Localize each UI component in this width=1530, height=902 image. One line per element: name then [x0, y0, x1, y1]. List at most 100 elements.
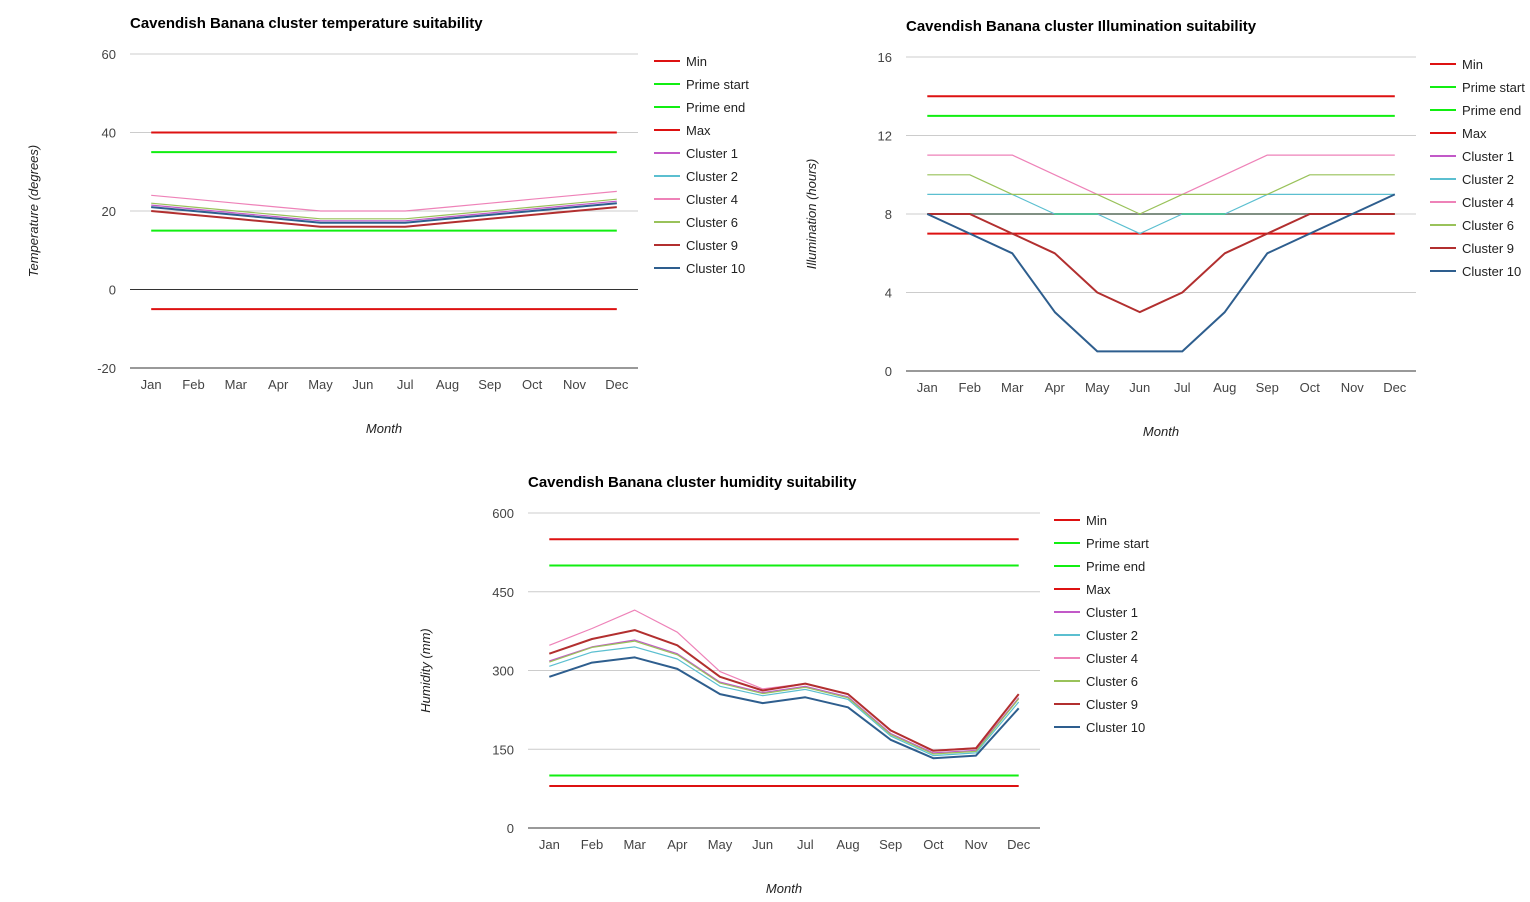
legend-label-cluster-2: Cluster 2 — [1086, 628, 1138, 643]
x-tick-label: Aug — [1213, 380, 1236, 395]
y-tick-label: 300 — [492, 664, 514, 679]
x-tick-label: Dec — [1007, 837, 1031, 852]
x-tick-label: Oct — [522, 377, 543, 392]
legend-label-cluster-9: Cluster 9 — [686, 238, 738, 253]
x-tick-label: Jan — [539, 837, 560, 852]
chart-svg: Cavendish Banana cluster Illumination su… — [804, 18, 1525, 439]
x-tick-label: Mar — [225, 377, 248, 392]
x-tick-label: Aug — [436, 377, 459, 392]
x-tick-label: Mar — [623, 837, 646, 852]
chart-svg: Cavendish Banana cluster humidity suitab… — [418, 474, 1149, 896]
series-line-cluster-2 — [927, 193, 1395, 235]
legend-label-cluster-2: Cluster 2 — [1462, 172, 1514, 187]
legend-label-max: Max — [1086, 582, 1111, 597]
legend-label-min: Min — [1086, 513, 1107, 528]
legend-label-prime-end: Prime end — [686, 100, 745, 115]
x-tick-label: Sep — [1256, 380, 1279, 395]
series-line-cluster-6 — [549, 640, 1020, 755]
x-tick-label: Nov — [1341, 380, 1365, 395]
x-tick-label: Apr — [268, 377, 289, 392]
chart-title: Cavendish Banana cluster Illumination su… — [906, 18, 1257, 35]
chart-title: Cavendish Banana cluster temperature sui… — [130, 15, 483, 32]
x-tick-label: Apr — [1045, 380, 1066, 395]
y-tick-label: 16 — [878, 50, 892, 65]
x-axis-title: Month — [766, 881, 802, 896]
legend-label-max: Max — [686, 123, 711, 138]
legend-label-cluster-10: Cluster 10 — [1086, 720, 1145, 735]
legend-label-cluster-10: Cluster 10 — [686, 261, 745, 276]
x-tick-label: Sep — [879, 837, 902, 852]
series-line-cluster-1 — [151, 200, 617, 222]
legend-label-cluster-4: Cluster 4 — [1086, 651, 1138, 666]
x-tick-label: Jul — [1174, 380, 1191, 395]
y-tick-label: 20 — [102, 204, 116, 219]
legend-label-cluster-1: Cluster 1 — [686, 146, 738, 161]
x-tick-label: Dec — [605, 377, 629, 392]
y-tick-label: 40 — [102, 126, 116, 141]
series-line-cluster-6 — [151, 198, 617, 220]
legend-label-prime-start: Prime start — [686, 77, 749, 92]
x-tick-label: Aug — [836, 837, 859, 852]
legend-label-cluster-9: Cluster 9 — [1086, 697, 1138, 712]
series-line-cluster-4 — [549, 609, 1020, 751]
y-tick-label: -20 — [97, 361, 116, 376]
legend-label-prime-start: Prime start — [1462, 80, 1525, 95]
series-line-cluster-10 — [548, 656, 1020, 760]
y-tick-label: 450 — [492, 585, 514, 600]
y-tick-label: 0 — [507, 821, 514, 836]
x-tick-label: Feb — [182, 377, 204, 392]
y-axis-title: Humidity (mm) — [418, 628, 433, 713]
y-tick-label: 0 — [885, 364, 892, 379]
y-axis-title: Temperature (degrees) — [26, 145, 41, 277]
x-tick-label: Jan — [917, 380, 938, 395]
y-tick-label: 600 — [492, 506, 514, 521]
x-tick-label: Apr — [667, 837, 688, 852]
x-tick-label: Nov — [563, 377, 587, 392]
legend-label-prime-start: Prime start — [1086, 536, 1149, 551]
y-tick-label: 0 — [109, 283, 116, 298]
x-tick-label: Feb — [959, 380, 981, 395]
legend-label-cluster-9: Cluster 9 — [1462, 241, 1514, 256]
series-line-cluster-4 — [927, 154, 1395, 195]
y-tick-label: 8 — [885, 207, 892, 222]
humidity-chart: Cavendish Banana cluster humidity suitab… — [400, 455, 1180, 897]
series-line-cluster-2 — [549, 646, 1020, 757]
x-tick-label: Oct — [923, 837, 944, 852]
x-tick-label: Jan — [141, 377, 162, 392]
y-tick-label: 150 — [492, 742, 514, 757]
legend-label-min: Min — [686, 54, 707, 69]
x-tick-label: Oct — [1300, 380, 1321, 395]
x-tick-label: May — [708, 837, 733, 852]
x-tick-label: Dec — [1383, 380, 1407, 395]
legend-label-cluster-6: Cluster 6 — [1462, 218, 1514, 233]
x-axis-title: Month — [366, 421, 402, 436]
x-tick-label: Feb — [581, 837, 603, 852]
series-line-cluster-6 — [927, 174, 1395, 215]
legend-label-cluster-10: Cluster 10 — [1462, 264, 1521, 279]
legend-label-prime-end: Prime end — [1462, 103, 1521, 118]
legend-label-prime-end: Prime end — [1086, 559, 1145, 574]
x-tick-label: Jun — [352, 377, 373, 392]
legend-label-cluster-1: Cluster 1 — [1086, 605, 1138, 620]
legend-label-cluster-6: Cluster 6 — [1086, 674, 1138, 689]
y-tick-label: 4 — [885, 286, 892, 301]
legend-label-min: Min — [1462, 57, 1483, 72]
temperature-chart: Cavendish Banana cluster temperature sui… — [0, 0, 780, 450]
legend-label-cluster-4: Cluster 4 — [686, 192, 738, 207]
illumination-chart: Cavendish Banana cluster Illumination su… — [780, 0, 1530, 450]
series-line-cluster-9 — [151, 206, 617, 228]
x-tick-label: May — [308, 377, 333, 392]
series-line-cluster-1 — [549, 639, 1020, 754]
x-tick-label: May — [1085, 380, 1110, 395]
x-tick-label: Sep — [478, 377, 501, 392]
series-line-cluster-9 — [927, 213, 1395, 314]
x-tick-label: Jul — [797, 837, 814, 852]
x-axis-title: Month — [1143, 424, 1179, 439]
legend-label-cluster-6: Cluster 6 — [686, 215, 738, 230]
x-tick-label: Jul — [397, 377, 414, 392]
legend-label-cluster-4: Cluster 4 — [1462, 195, 1514, 210]
x-tick-label: Jun — [1129, 380, 1150, 395]
chart-title: Cavendish Banana cluster humidity suitab… — [528, 474, 857, 491]
x-tick-label: Nov — [964, 837, 988, 852]
x-tick-label: Mar — [1001, 380, 1024, 395]
